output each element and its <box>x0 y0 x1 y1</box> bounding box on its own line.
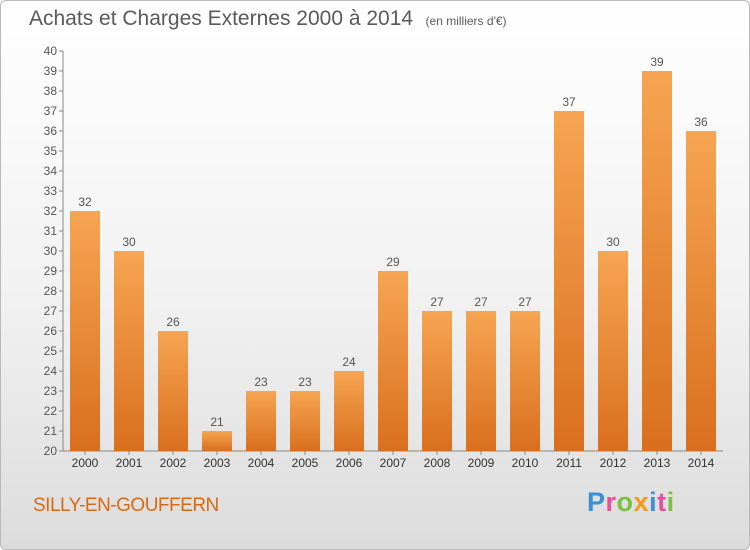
x-tick-label: 2004 <box>248 456 275 470</box>
y-tick-label: 39 <box>44 64 58 78</box>
bar-value-label: 21 <box>210 415 224 429</box>
y-tick-label: 35 <box>44 144 58 158</box>
bar-value-label: 37 <box>562 95 576 109</box>
x-tick-label: 2011 <box>556 456 582 470</box>
bar <box>334 371 364 451</box>
bar-value-label: 29 <box>386 255 400 269</box>
y-tick-label: 36 <box>44 124 58 138</box>
bar-value-label: 30 <box>122 235 136 249</box>
y-tick-label: 40 <box>44 44 58 58</box>
commune-name: SILLY-EN-GOUFFERN <box>33 495 219 516</box>
y-tick-label: 22 <box>44 404 58 418</box>
x-tick-label: 2010 <box>512 456 539 470</box>
bar-value-label: 24 <box>342 355 356 369</box>
bar <box>686 131 716 451</box>
x-tick-label: 2005 <box>292 456 319 470</box>
x-tick-label: 2008 <box>424 456 451 470</box>
brand-letter: t <box>657 487 667 517</box>
bar <box>202 431 232 451</box>
bar-value-label: 27 <box>474 295 488 309</box>
y-tick-label: 30 <box>44 244 58 258</box>
bar-value-label: 23 <box>298 375 312 389</box>
y-tick-label: 38 <box>44 84 58 98</box>
y-tick-label: 26 <box>44 324 58 338</box>
y-tick-label: 32 <box>44 204 58 218</box>
brand-letter: P <box>587 487 606 517</box>
bar-value-label: 26 <box>166 315 180 329</box>
bar <box>422 311 452 451</box>
bar <box>466 311 496 451</box>
x-tick-label: 2003 <box>204 456 231 470</box>
chart-title: Achats et Charges Externes 2000 à 2014 <box>29 7 414 30</box>
brand-letter: i <box>666 487 675 517</box>
bar <box>70 211 100 451</box>
y-tick-label: 21 <box>44 424 58 438</box>
bar <box>598 251 628 451</box>
y-tick-label: 28 <box>44 284 58 298</box>
y-tick-label: 27 <box>44 304 58 318</box>
brand-letter: r <box>605 487 617 517</box>
brand-letter: i <box>649 487 658 517</box>
bar-value-label: 23 <box>254 375 268 389</box>
x-tick-label: 2014 <box>688 456 715 470</box>
brand-letter: x <box>633 487 650 517</box>
brand-letter: o <box>616 487 634 517</box>
x-tick-label: 2006 <box>336 456 363 470</box>
bar-value-label: 32 <box>78 195 92 209</box>
chart-subtitle: (en milliers d'€) <box>425 14 507 28</box>
bar-value-label: 27 <box>430 295 444 309</box>
bar <box>642 71 672 451</box>
y-tick-label: 23 <box>44 384 58 398</box>
y-tick-label: 29 <box>44 264 58 278</box>
y-tick-label: 24 <box>44 364 58 378</box>
x-tick-label: 2009 <box>468 456 495 470</box>
x-tick-label: 2013 <box>644 456 671 470</box>
bar <box>158 331 188 451</box>
y-tick-label: 31 <box>44 224 58 238</box>
bar <box>378 271 408 451</box>
x-tick-label: 2001 <box>116 456 143 470</box>
y-tick-label: 37 <box>44 104 58 118</box>
y-tick-label: 34 <box>44 164 58 178</box>
bar <box>510 311 540 451</box>
bar-value-label: 36 <box>694 115 708 129</box>
x-tick-label: 2007 <box>380 456 407 470</box>
bar-value-label: 30 <box>606 235 620 249</box>
bar <box>246 391 276 451</box>
y-tick-label: 33 <box>44 184 58 198</box>
y-tick-label: 20 <box>44 444 58 458</box>
x-tick-label: 2012 <box>600 456 627 470</box>
bar <box>114 251 144 451</box>
bar-value-label: 39 <box>650 55 664 69</box>
bar-value-label: 27 <box>518 295 532 309</box>
title-row: Achats et Charges Externes 2000 à 2014 (… <box>29 7 507 31</box>
bar <box>554 111 584 451</box>
brand-logo: Proxiti <box>587 487 675 518</box>
x-tick-label: 2002 <box>160 456 187 470</box>
x-tick-label: 2000 <box>72 456 99 470</box>
y-tick-label: 25 <box>44 344 58 358</box>
bar <box>290 391 320 451</box>
